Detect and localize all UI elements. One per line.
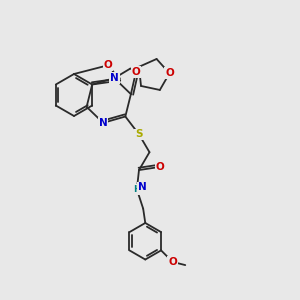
Text: O: O <box>104 60 112 70</box>
Text: O: O <box>168 257 177 267</box>
Text: N: N <box>99 118 108 128</box>
Text: O: O <box>131 67 140 77</box>
Text: H: H <box>133 185 141 194</box>
Text: S: S <box>135 129 143 140</box>
Text: O: O <box>165 68 174 78</box>
Text: N: N <box>110 73 119 83</box>
Text: N: N <box>137 182 146 192</box>
Text: O: O <box>156 162 164 172</box>
